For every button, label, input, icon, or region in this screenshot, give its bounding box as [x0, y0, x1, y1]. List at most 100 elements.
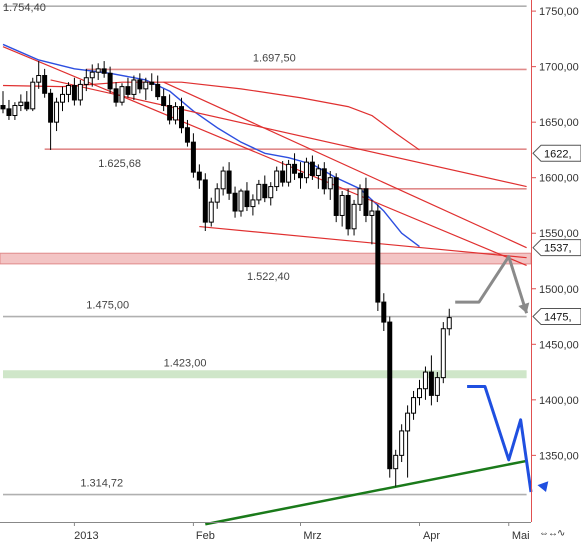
- y-tick-label: 1450,00: [539, 339, 579, 351]
- price-badge: [532, 308, 581, 326]
- candle-body: [30, 81, 36, 110]
- candle-body: [309, 161, 315, 176]
- candle-body: [54, 101, 60, 123]
- candle-body: [77, 83, 83, 101]
- candle-body: [428, 371, 434, 396]
- candle-body: [179, 106, 184, 129]
- price-badge: [532, 144, 581, 162]
- candle-body: [333, 177, 339, 216]
- candle-body: [339, 194, 345, 216]
- projection-path: [455, 255, 529, 314]
- candle-body: [184, 127, 190, 143]
- projection-path: [467, 385, 533, 493]
- candle-body: [214, 188, 220, 203]
- candle-body: [161, 96, 167, 107]
- candle-body: [83, 77, 89, 85]
- candle-body: [71, 85, 77, 101]
- projection-arrows: [455, 255, 549, 493]
- candle-body: [24, 101, 30, 110]
- candle-body: [363, 188, 369, 216]
- candle-body: [167, 105, 173, 121]
- y-tick-label: 1750,00: [539, 6, 579, 18]
- x-tick-label: Feb: [196, 530, 215, 542]
- level-label: 1.754,40: [3, 2, 46, 14]
- candle-body: [440, 328, 446, 379]
- candle-body: [149, 81, 155, 85]
- level-label: 1.314,72: [80, 478, 123, 490]
- resistance-zone: [0, 252, 532, 265]
- x-axis-ticks: 2013 Feb Mrz Apr Mai: [73, 522, 530, 542]
- candle-body: [137, 79, 143, 90]
- candle-body: [327, 177, 333, 190]
- price-badge-label: 1475,: [544, 312, 572, 324]
- candle-body: [399, 430, 405, 456]
- candle-body: [268, 186, 274, 199]
- candle-body: [286, 163, 292, 183]
- candle-body: [0, 105, 6, 110]
- candle-body: [12, 105, 18, 117]
- candle-body: [381, 301, 387, 323]
- x-tick-label: Apr: [423, 530, 440, 542]
- candle-body: [6, 108, 12, 117]
- candle-body: [202, 179, 208, 223]
- candle-body: [369, 210, 375, 216]
- candle-body: [238, 190, 244, 212]
- y-tick-label: 1500,00: [539, 284, 579, 296]
- candle-body: [196, 171, 202, 181]
- scroll-arrows[interactable]: ⇔↔∿: [539, 528, 565, 539]
- candle-body: [208, 201, 214, 223]
- x-tick-label: Mai: [512, 530, 530, 542]
- y-tick-label: 1650,00: [539, 117, 579, 129]
- candle-body: [387, 321, 393, 470]
- trendline: [163, 81, 527, 249]
- candle-body: [113, 88, 119, 103]
- level-label: 1.423,00: [164, 357, 207, 369]
- price-badges: 1622, 1537, 1475,: [532, 144, 581, 326]
- candle-body: [280, 170, 286, 183]
- x-tick-label: Mrz: [303, 530, 321, 542]
- candle-body: [155, 83, 161, 98]
- candle-body: [48, 92, 54, 123]
- candle-body: [101, 68, 107, 74]
- price-badge-label: 1537,: [544, 243, 572, 255]
- price-badge: [532, 239, 581, 257]
- candle-body: [89, 71, 95, 79]
- level-label: 1.625,68: [98, 158, 141, 170]
- candle-body: [315, 168, 321, 176]
- candle-body: [250, 199, 256, 208]
- candle-body: [232, 192, 238, 212]
- trendline: [205, 459, 527, 526]
- candle-body: [422, 371, 428, 390]
- candle-body: [303, 161, 309, 179]
- candle-body: [434, 377, 440, 396]
- candle-body: [405, 412, 411, 432]
- y-axis-ticks: 1750,00 1700,00 1650,00 1600,00 1550,00 1500,…: [531, 6, 579, 462]
- candle-body: [244, 190, 250, 208]
- candle-body: [321, 168, 327, 190]
- price-badge-label: 1622,: [544, 148, 572, 160]
- candle-body: [351, 203, 357, 230]
- projection-arrowhead: [537, 481, 549, 493]
- candle-body: [143, 81, 149, 90]
- candle-body: [274, 170, 280, 188]
- candle-body: [42, 75, 48, 94]
- candle-body: [256, 183, 262, 201]
- x-tick-label: 2013: [74, 530, 98, 542]
- candle-body: [375, 210, 381, 303]
- candle-body: [173, 106, 179, 121]
- candle-body: [107, 72, 113, 90]
- candle-body: [65, 85, 71, 95]
- candle-body: [393, 454, 399, 470]
- y-tick-label: 1600,00: [539, 173, 579, 185]
- candle-body: [125, 86, 131, 95]
- y-tick-label: 1700,00: [539, 62, 579, 74]
- candle-body: [131, 79, 137, 95]
- trendline: [2, 46, 527, 266]
- candle-body: [292, 163, 298, 174]
- candle-body: [262, 183, 268, 199]
- candle-body: [345, 194, 351, 230]
- candles: [0, 61, 452, 487]
- trendline: [199, 225, 527, 259]
- candle-body: [226, 170, 232, 194]
